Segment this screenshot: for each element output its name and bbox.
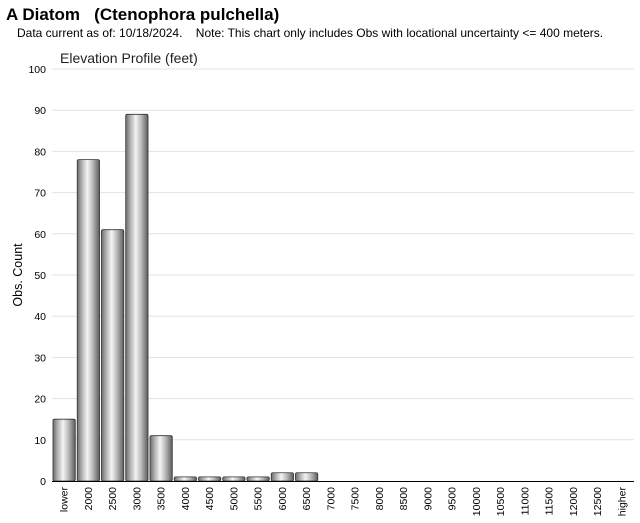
x-tick-label: lower	[59, 486, 71, 512]
x-tick-label: 6000	[277, 487, 289, 511]
x-axis-ticks: lower 2000 2500 3000 3500 4000 4500 5000 5500 600…	[59, 486, 629, 516]
bar	[52, 418, 76, 482]
chart-subtitle: Data current as of: 10/18/2024. Note: Th…	[17, 26, 604, 40]
bar	[125, 113, 149, 482]
y-tick-label: 80	[34, 146, 46, 158]
x-tick-label: 11500	[544, 487, 556, 516]
x-tick-label: 2000	[83, 487, 95, 511]
x-tick-label: 9500	[447, 487, 459, 511]
bar	[76, 159, 100, 482]
x-tick-label: 4000	[180, 487, 192, 511]
y-tick-label: 40	[34, 311, 46, 323]
x-tick-label: 7000	[325, 487, 337, 511]
y-tick-label: 50	[34, 270, 46, 282]
x-tick-label: higher	[616, 487, 628, 517]
y-tick-label: 10	[34, 435, 46, 447]
bar	[222, 476, 246, 482]
bar	[246, 476, 270, 482]
y-tick-label: 20	[34, 394, 46, 406]
bar	[101, 229, 125, 482]
x-tick-label: 10500	[495, 487, 507, 516]
x-tick-label: 11000	[519, 487, 531, 516]
y-tick-label: 70	[34, 188, 46, 200]
x-tick-label: 12500	[592, 487, 604, 516]
bar	[270, 472, 294, 482]
x-tick-label: 5500	[253, 487, 265, 511]
bar	[198, 476, 222, 482]
y-tick-label: 60	[34, 229, 46, 241]
x-tick-label: 10000	[471, 487, 483, 516]
x-tick-label: 8000	[374, 487, 386, 511]
y-axis-title: Obs. Count	[11, 243, 25, 307]
plot-title: Elevation Profile (feet)	[60, 50, 198, 66]
bars	[52, 113, 319, 482]
y-tick-label: 100	[28, 64, 46, 76]
bar	[295, 472, 319, 482]
x-tick-label: 3500	[156, 487, 168, 511]
bar	[149, 435, 173, 482]
x-tick-label: 5000	[228, 487, 240, 511]
y-tick-label: 30	[34, 352, 46, 364]
x-tick-label: 9000	[422, 487, 434, 511]
chart-title: A Diatom (Ctenophora pulchella)	[6, 5, 280, 24]
bar	[173, 476, 197, 482]
x-tick-label: 12000	[568, 487, 580, 516]
x-tick-label: 6500	[301, 487, 313, 511]
x-tick-label: 2500	[107, 487, 119, 511]
x-tick-label: 8500	[398, 487, 410, 511]
gridlines	[52, 68, 634, 441]
y-tick-label: 90	[34, 105, 46, 117]
y-axis-ticks: 0 10 20 30 40 50 60 70 80 90 100	[28, 64, 46, 488]
x-tick-label: 4500	[204, 487, 216, 511]
x-tick-label: 7500	[350, 487, 362, 511]
y-tick-label: 0	[40, 476, 46, 488]
x-tick-label: 3000	[131, 487, 143, 511]
